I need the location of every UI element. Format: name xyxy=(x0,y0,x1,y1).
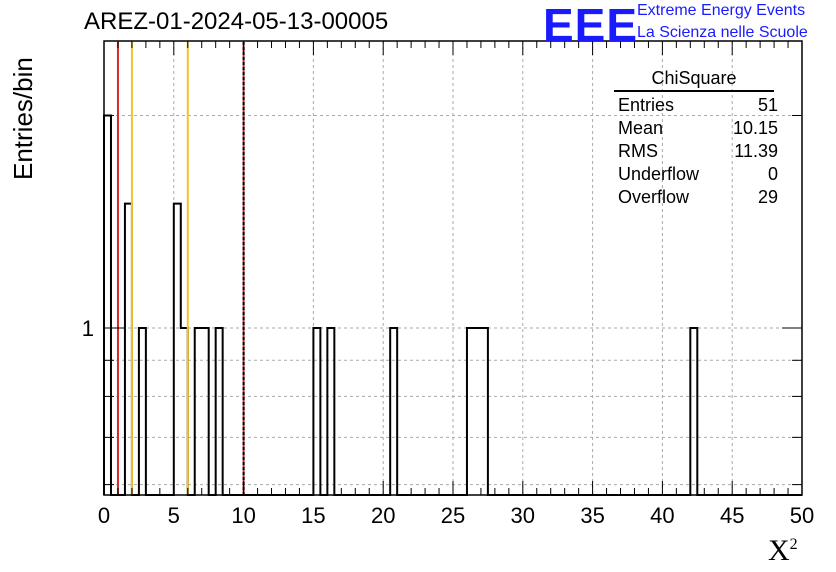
stats-label: Underflow xyxy=(618,164,700,184)
x-tick-label: 45 xyxy=(720,503,744,528)
stats-value: 11.39 xyxy=(734,141,778,161)
histogram-bin xyxy=(139,328,146,495)
histogram-bin xyxy=(181,328,188,495)
histogram-bin xyxy=(481,328,488,495)
histogram-bin xyxy=(125,204,132,495)
logo-line-1: Extreme Energy Events xyxy=(637,2,806,19)
stats-label: Entries xyxy=(618,95,675,115)
histogram-bin xyxy=(313,328,320,495)
x-tick-label: 40 xyxy=(650,503,674,528)
stats-rows: Entries 51 Mean 10.15 RMS 11.39 Underflow 0 Over… xyxy=(610,94,780,209)
histogram-bin xyxy=(174,204,181,495)
stats-value: 0 xyxy=(767,164,778,184)
stats-title: ChiSquare xyxy=(614,68,774,92)
histogram-bin xyxy=(327,328,334,495)
x-tick-label: 20 xyxy=(371,503,395,528)
x-axis-label: X2 xyxy=(768,534,798,568)
x-tick-label: 0 xyxy=(98,503,110,528)
x-tick-label: 35 xyxy=(580,503,604,528)
histogram-bin xyxy=(104,115,111,495)
stats-value: 29 xyxy=(757,187,778,207)
stats-row-underflow: Underflow 0 xyxy=(618,163,778,186)
y-tick-label: 1 xyxy=(82,316,94,341)
stats-row-rms: RMS 11.39 xyxy=(618,140,778,163)
x-tick-label: 10 xyxy=(231,503,255,528)
x-tick-label: 25 xyxy=(441,503,465,528)
stats-label: Overflow xyxy=(618,187,690,207)
x-axis-label-sup: 2 xyxy=(789,536,798,553)
x-tick-label: 30 xyxy=(511,503,535,528)
x-tick-label: 5 xyxy=(168,503,180,528)
stats-value: 10.15 xyxy=(732,118,778,138)
histogram-bin xyxy=(690,328,697,495)
x-tick-label: 15 xyxy=(301,503,325,528)
x-tick-label: 50 xyxy=(790,503,814,528)
histogram-bin xyxy=(202,328,209,495)
histogram-bin xyxy=(467,328,474,495)
stats-label: RMS xyxy=(618,141,658,161)
stats-box: ChiSquare Entries 51 Mean 10.15 RMS 11.39 Unde… xyxy=(610,68,780,209)
histogram-bin xyxy=(216,328,223,495)
histogram-bin xyxy=(390,328,397,495)
x-axis-label-base: X xyxy=(768,534,790,567)
histogram-bin xyxy=(195,328,202,495)
stats-row-entries: Entries 51 xyxy=(618,94,778,117)
y-axis-label: Entries/bin xyxy=(8,57,38,180)
stats-value: 51 xyxy=(757,95,778,115)
logo-line-2: La Scienza nelle Scuole xyxy=(637,24,808,41)
chart-title: AREZ-01-2024-05-13-00005 xyxy=(84,8,389,35)
histogram-bin xyxy=(474,328,481,495)
eee-logo: EEE xyxy=(543,0,639,51)
stats-label: Mean xyxy=(618,118,664,138)
stats-row-overflow: Overflow 29 xyxy=(618,186,778,209)
stats-row-mean: Mean 10.15 xyxy=(618,117,778,140)
